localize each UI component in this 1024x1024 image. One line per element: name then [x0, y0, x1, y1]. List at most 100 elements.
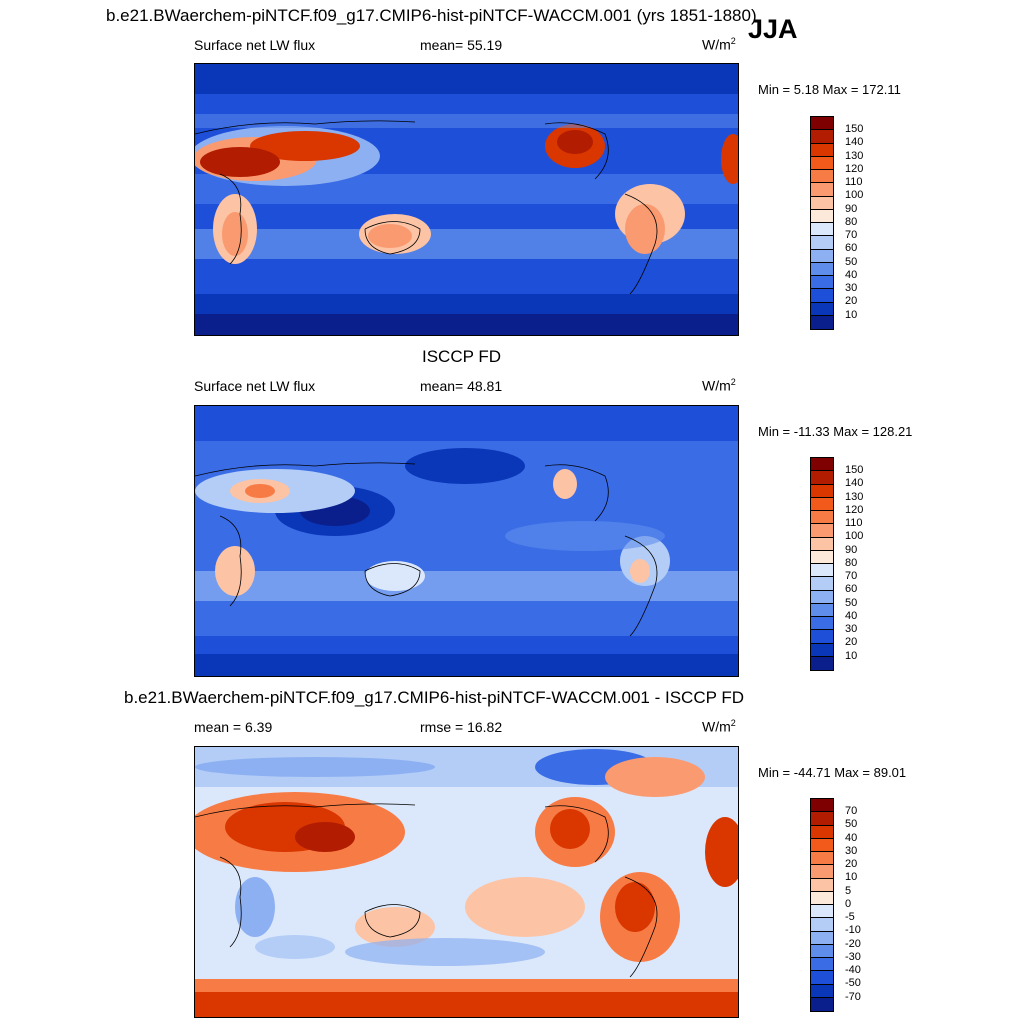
- colorbar-tick: 70: [845, 229, 858, 241]
- panel2-colorbar-swatch: [811, 497, 833, 511]
- colorbar-tick: 110: [845, 517, 863, 529]
- colorbar-tick: 70: [845, 805, 858, 817]
- panel2-colorbar-swatch: [811, 484, 833, 498]
- panel3-colorbar-swatch: [811, 997, 833, 1011]
- colorbar-tick: -5: [845, 911, 855, 923]
- panel1-colorbar-swatch: [811, 170, 833, 184]
- colorbar-tick: -30: [845, 950, 861, 963]
- panel2-mean-label: mean= 48.81: [420, 378, 503, 394]
- panel2-colorbar-swatch: [811, 590, 833, 604]
- colorbar-tick: 10: [845, 649, 858, 662]
- season-label: JJA: [748, 14, 798, 44]
- panel3-colorbar-swatch: [811, 918, 833, 932]
- colorbar-tick: -70: [845, 990, 861, 1003]
- colorbar-tick: 90: [845, 543, 858, 556]
- panel3-colorbar-swatch: [811, 984, 833, 998]
- colorbar-tick: 80: [845, 556, 858, 569]
- colorbar-tick: 0: [845, 897, 852, 910]
- panel2-units: W/m2: [702, 377, 736, 394]
- panel1-colorbar-swatch: [811, 183, 833, 197]
- colorbar-tick: 10: [845, 871, 858, 884]
- colorbar-tick: 100: [845, 189, 864, 202]
- panel3-colorbar-swatch: [811, 825, 833, 839]
- colorbar-tick: 60: [845, 242, 858, 255]
- panel2-colorbar-swatch: [811, 511, 833, 525]
- colorbar-tick: 100: [845, 530, 864, 543]
- panel3-units: W/m2: [702, 718, 736, 735]
- colorbar-tick: 40: [845, 831, 858, 844]
- panel1-map: [194, 63, 739, 336]
- panel3-colorbar-swatch: [811, 799, 833, 813]
- panel1-colorbar-swatch: [811, 249, 833, 263]
- panel2-colorbar-swatch: [811, 564, 833, 578]
- colorbar-tick: -20: [845, 937, 861, 950]
- panel3-colorbar-swatch: [811, 838, 833, 852]
- panel2-colorbar-swatch: [811, 550, 833, 564]
- colorbar-tick: 40: [845, 268, 858, 281]
- colorbar-tick: 30: [845, 282, 858, 294]
- panel2-colorbar-swatch: [811, 577, 833, 591]
- colorbar-tick: 150: [845, 123, 864, 135]
- panel1-colorbar-swatch: [811, 209, 833, 223]
- panel3-colorbar-swatch: [811, 852, 833, 866]
- panel3-colorbar-swatch: [811, 891, 833, 905]
- panel1-colorbar-swatch: [811, 143, 833, 157]
- colorbar-tick: 110: [845, 176, 863, 188]
- panel3-title: b.e21.BWaerchem-piNTCF.f09_g17.CMIP6-his…: [124, 688, 745, 707]
- colorbar-tick: 50: [845, 596, 858, 609]
- panel2-colorbar-swatch: [811, 643, 833, 657]
- panel1-colorbar: [810, 116, 834, 330]
- panel2-variable-label: Surface net LW flux: [194, 378, 316, 394]
- panel2-minmax: Min = -11.33 Max = 128.21: [758, 424, 913, 439]
- panel2-colorbar-swatch: [811, 603, 833, 617]
- panel1-colorbar-swatch: [811, 156, 833, 170]
- panel1-mean-label: mean= 55.19: [420, 37, 503, 53]
- colorbar-tick: 130: [845, 149, 864, 162]
- panel2-colorbar: [810, 457, 834, 671]
- colorbar-tick: 70: [845, 570, 858, 582]
- panel2-colorbar-swatch: [811, 458, 833, 472]
- colorbar-tick: 140: [845, 136, 864, 149]
- panel2-colorbar-swatch: [811, 617, 833, 631]
- panel2-colorbar-swatch: [811, 524, 833, 538]
- colorbar-tick: 150: [845, 464, 864, 476]
- panel3-colorbar-swatch: [811, 878, 833, 892]
- colorbar-tick: 140: [845, 477, 864, 490]
- panel1-colorbar-swatch: [811, 302, 833, 316]
- panel1-title: b.e21.BWaerchem-piNTCF.f09_g17.CMIP6-his…: [106, 6, 757, 25]
- panel1-variable-label: Surface net LW flux: [194, 37, 316, 53]
- colorbar-tick: 30: [845, 844, 858, 857]
- panel3-colorbar: [810, 798, 834, 1012]
- colorbar-tick: 120: [845, 162, 864, 175]
- colorbar-tick: 50: [845, 255, 858, 268]
- colorbar-tick: 130: [845, 490, 864, 503]
- panel2-colorbar-swatch: [811, 537, 833, 551]
- colorbar-tick: 30: [845, 623, 858, 635]
- colorbar-tick: -10: [845, 924, 861, 937]
- panel2-title: ISCCP FD: [422, 347, 502, 366]
- colorbar-tick: -50: [845, 977, 861, 990]
- panel1-colorbar-swatch: [811, 130, 833, 144]
- colorbar-tick: 90: [845, 202, 858, 215]
- panel1-colorbar-swatch: [811, 315, 833, 329]
- colorbar-tick: 20: [845, 858, 858, 870]
- colorbar-tick: 40: [845, 609, 858, 622]
- panel3-colorbar-swatch: [811, 931, 833, 945]
- panel3-colorbar-swatch: [811, 905, 833, 919]
- panel1-colorbar-swatch: [811, 117, 833, 131]
- panel1-colorbar-swatch: [811, 196, 833, 210]
- colorbar-tick: 20: [845, 295, 858, 308]
- colorbar-tick: -40: [845, 964, 861, 976]
- panel1-colorbar-swatch: [811, 289, 833, 303]
- panel3-colorbar-swatch: [811, 865, 833, 879]
- panel3-rmse-label: rmse = 16.82: [420, 719, 503, 735]
- panel1-colorbar-swatch: [811, 236, 833, 250]
- panel1-minmax: Min = 5.18 Max = 172.11: [758, 82, 901, 97]
- panel1-units: W/m2: [702, 36, 736, 53]
- colorbar-tick: 80: [845, 215, 858, 228]
- panel3-mean-label: mean = 6.39: [194, 719, 273, 735]
- panel1-colorbar-swatch: [811, 223, 833, 237]
- panel3-colorbar-swatch: [811, 944, 833, 958]
- colorbar-tick: 120: [845, 503, 864, 516]
- colorbar-tick: 10: [845, 308, 858, 321]
